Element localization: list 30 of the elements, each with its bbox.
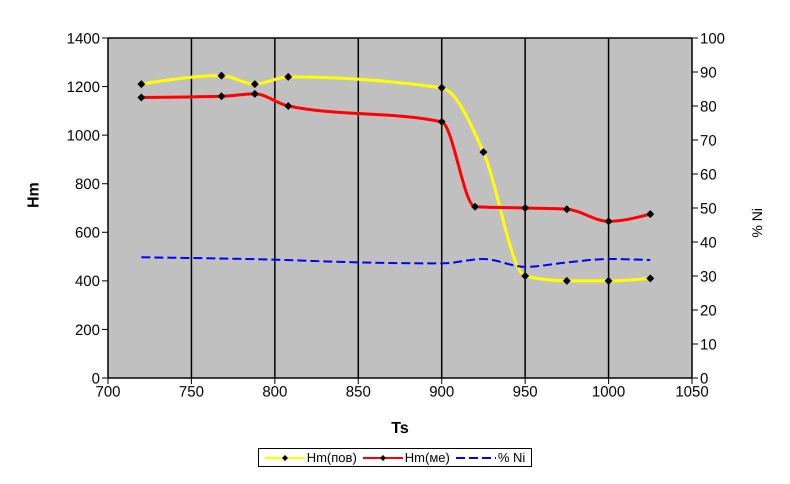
y2-tick-label: 10 <box>700 336 717 354</box>
line-series <box>140 256 652 268</box>
y-tick-label: 200 <box>74 322 100 339</box>
y-tick-label: 600 <box>74 224 100 242</box>
x-tick-label: 800 <box>262 384 288 401</box>
y-tick-label: 1400 <box>66 30 100 48</box>
y2-tick-label: 40 <box>700 234 717 252</box>
y-axis-title: Hm <box>26 182 43 208</box>
legend-label: Hm(пов) <box>306 450 357 465</box>
y2-tick-label: 80 <box>700 98 717 116</box>
x-tick-label: 900 <box>429 384 454 401</box>
y2-axis-title: % Ni <box>748 208 765 238</box>
y2-tick-label: 70 <box>700 132 717 150</box>
x-tick-label: 750 <box>178 384 204 401</box>
y2-tick-label: 60 <box>700 166 717 184</box>
y2-tick-label: 100 <box>700 30 726 48</box>
legend-label: Hm(ме) <box>404 450 450 465</box>
y2-tick-label: 50 <box>700 200 717 218</box>
y-tick-label: 400 <box>74 273 100 290</box>
x-tick-label: 1000 <box>592 384 626 401</box>
y-tick-label: 800 <box>74 176 100 194</box>
x-tick-label: 850 <box>346 384 371 401</box>
y-tick-label: 1000 <box>66 127 100 144</box>
y2-tick-label: 90 <box>700 64 717 82</box>
x-tick-label: 950 <box>512 384 538 401</box>
legend-label: % Ni <box>498 450 526 465</box>
y-tick-label: 1200 <box>66 78 100 96</box>
y2-tick-label: 30 <box>700 268 717 286</box>
y2-tick-label: 20 <box>700 302 717 320</box>
x-axis-title: Ts <box>391 420 409 437</box>
